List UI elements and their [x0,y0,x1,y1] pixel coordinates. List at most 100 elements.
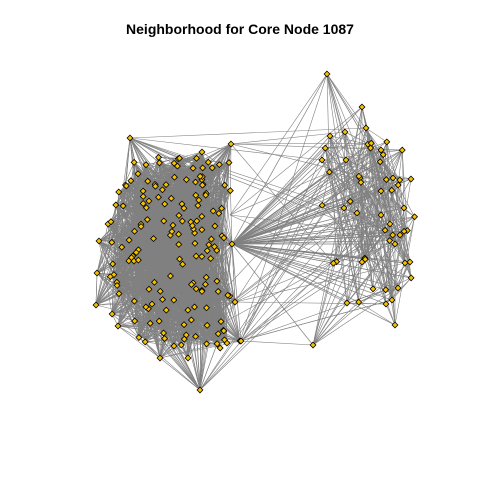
graph-edge [216,243,233,251]
graph-edge [145,157,180,165]
graph-node [135,334,143,341]
graph-edge [205,190,231,196]
graph-edge [231,223,391,245]
graph-edge [344,131,374,289]
graph-node [146,319,154,327]
graph-edge [148,308,185,340]
graph-edge [118,293,201,391]
graph-node [161,200,169,208]
graph-node [180,335,188,343]
graph-node [355,172,363,180]
graph-node [109,260,117,268]
graph-edge [231,243,374,290]
graph-edge [129,127,367,139]
graph-node [381,226,389,234]
graph-node [225,159,233,167]
graph-node [237,337,245,345]
graph-node [369,285,377,293]
graph-edge [158,197,163,300]
graph-edge [326,73,366,259]
graph-node [382,300,390,308]
graph-edge [365,127,387,143]
graph-node [144,177,152,185]
graph-node [224,291,232,299]
graph-edge [239,216,415,342]
graph-edge [231,243,236,303]
graph-node [198,148,206,156]
graph-node [156,287,164,295]
graph-node [139,192,147,200]
graph-edge [230,131,346,145]
graph-edge [121,220,197,248]
graph-edge [138,337,207,345]
graph-edge [321,149,403,161]
graph-edge [231,147,326,245]
graph-edge [129,137,390,241]
graph-node [379,151,387,159]
graph-edge [159,320,196,337]
graph-node [119,202,127,210]
graph-node [346,197,354,205]
graph-edge [312,230,386,346]
graph-edge [144,184,167,342]
graph-node [203,340,211,348]
graph-edge [231,171,330,245]
graph-node [180,321,188,329]
graph-node [184,354,192,362]
graph-edge [159,216,415,359]
graph-edge [117,325,161,359]
graph-edge [312,301,359,346]
graph-edge [234,262,406,303]
graph-edge [231,230,405,245]
graph-edge [142,203,219,334]
graph-node [400,227,408,235]
graph-edge [111,204,117,243]
graph-edge [230,143,403,151]
graph-edge [231,243,314,346]
graph-edge [163,203,183,222]
graph-edge [116,281,222,322]
graph-node [167,272,174,280]
graph-edge [205,195,229,296]
graph-edge [364,257,412,279]
graph-edge [403,231,406,264]
graph-node [160,217,168,225]
graph-node [198,253,206,260]
graph-node [175,240,183,248]
graph-edge [111,196,159,243]
graph-edge [364,150,403,259]
graph-edge [118,288,150,294]
graph-node [377,187,385,195]
graph-edge [130,180,151,324]
graph-edge [231,135,331,245]
graph-node [142,204,150,212]
graph-edge [191,319,201,391]
graph-edge [158,220,198,322]
graph-node [167,194,175,202]
graph-node [396,176,404,184]
graph-edge [394,216,415,326]
graph-edge [195,220,198,257]
graph-edge [231,216,415,245]
graph-edge [231,154,384,245]
graph-edge [231,106,363,245]
graph-node [400,204,408,212]
graph-edge [153,238,185,340]
graph-edge [143,203,195,234]
graph-edge [196,210,214,222]
graph-node [391,321,399,329]
graph-node [198,226,206,234]
graph-node [115,290,123,298]
graph-edge [181,243,233,346]
graph-edge [129,137,358,214]
graph-edge [143,203,194,230]
graph-edge [126,167,213,187]
graph-node [195,196,203,204]
graph-node [341,128,349,136]
graph-node [169,221,177,229]
graph-node [376,158,384,166]
graph-node [150,278,158,286]
graph-edge [234,131,346,303]
graph-edge [201,179,231,191]
graph-edge [312,141,388,346]
